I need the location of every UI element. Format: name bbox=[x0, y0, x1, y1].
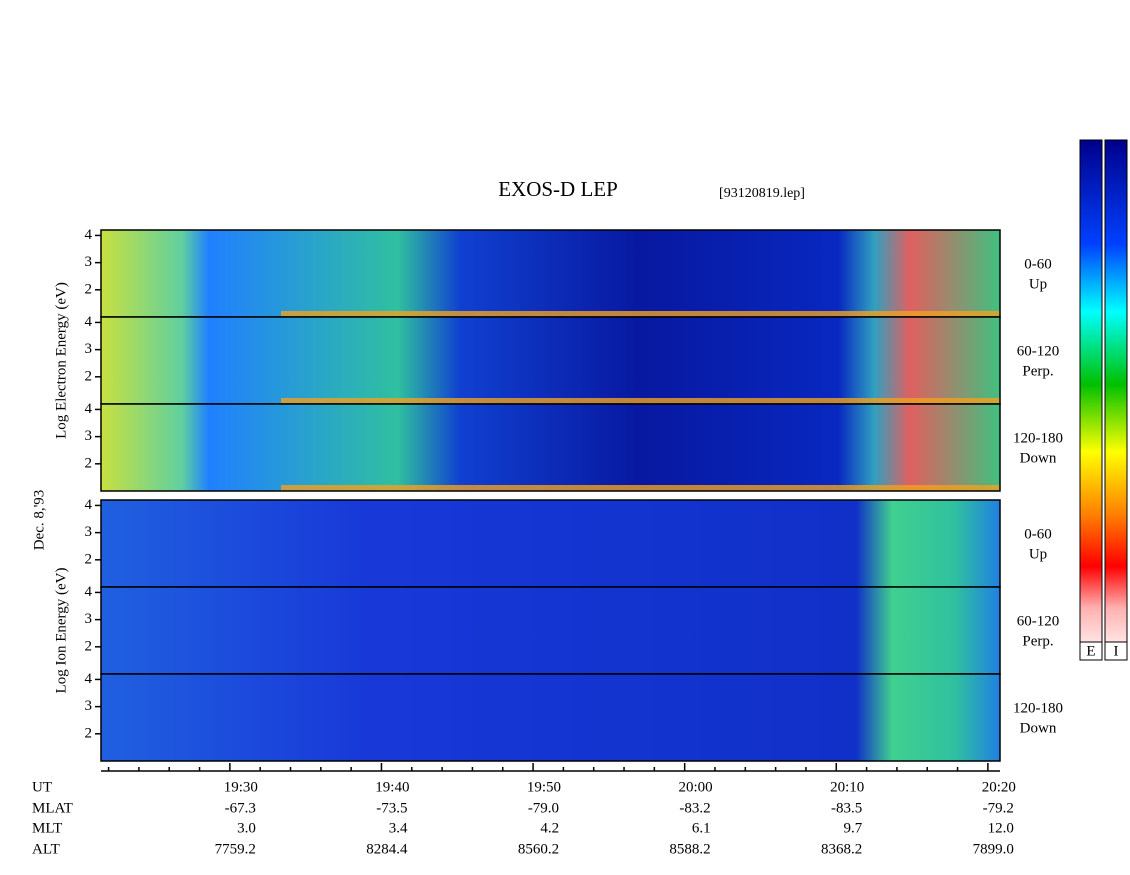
ephemeris-value: 12.0 bbox=[988, 820, 1014, 836]
ephemeris-value: -83.2 bbox=[679, 800, 710, 816]
ephemeris-value: 9.7 bbox=[844, 820, 863, 836]
y-tick-label: 2 bbox=[85, 368, 93, 384]
y-tick-label: 3 bbox=[85, 524, 93, 540]
spectrogram-image bbox=[101, 404, 1000, 491]
x-tick-label: 20:00 bbox=[678, 779, 712, 795]
spectrogram-band bbox=[281, 398, 1000, 404]
ephemeris-value: -67.3 bbox=[225, 800, 256, 816]
ephemeris-name: MLT bbox=[32, 820, 62, 836]
y-tick-label: 2 bbox=[85, 281, 93, 297]
panel-direction: Perp. bbox=[1022, 363, 1053, 379]
spectrogram-image bbox=[101, 317, 1000, 404]
panel-frame bbox=[100, 673, 1001, 762]
y-tick-label: 3 bbox=[85, 428, 93, 444]
y-tick-label: 4 bbox=[85, 497, 93, 513]
ephemeris-value: -83.5 bbox=[831, 800, 862, 816]
y-tick-label: 4 bbox=[85, 401, 93, 417]
colorbar-box bbox=[1079, 641, 1103, 661]
y-tick-label: 3 bbox=[85, 254, 93, 270]
spectrogram-image bbox=[101, 587, 1000, 674]
ephemeris-value: 8368.2 bbox=[821, 841, 862, 857]
spectrogram-band bbox=[281, 311, 1000, 317]
ephemeris-name: ALT bbox=[32, 841, 60, 857]
x-tick-label: 19:40 bbox=[375, 779, 409, 795]
y-tick-label: 3 bbox=[85, 611, 93, 627]
y-tick-label: 3 bbox=[85, 341, 93, 357]
chart-title: EXOS-D LEP bbox=[498, 177, 618, 201]
panel-direction: Up bbox=[1029, 546, 1047, 562]
panel-direction: Down bbox=[1020, 720, 1057, 736]
ephemeris-name: MLAT bbox=[32, 800, 73, 816]
x-tick-label: 20:20 bbox=[982, 779, 1016, 795]
y-axis-label: Log Electron Energy (eV) bbox=[53, 282, 69, 439]
chart-subtitle: [93120819.lep] bbox=[719, 186, 805, 201]
ephemeris-value: 8284.4 bbox=[366, 841, 408, 857]
panel-direction: Perp. bbox=[1022, 633, 1053, 649]
ephemeris-value: -79.0 bbox=[528, 800, 559, 816]
y-tick-label: 2 bbox=[85, 551, 93, 567]
y-tick-label: 2 bbox=[85, 725, 93, 741]
ephemeris-value: 8588.2 bbox=[669, 841, 710, 857]
panel-angle: 60-120 bbox=[1017, 613, 1060, 629]
colorbar bbox=[1104, 139, 1128, 661]
ephemeris-value: -79.2 bbox=[983, 800, 1014, 816]
x-tick-label: 19:30 bbox=[224, 779, 258, 795]
panel-frame bbox=[100, 403, 1001, 492]
panel-angle: 0-60 bbox=[1024, 526, 1052, 542]
spectrogram-image bbox=[101, 230, 1000, 317]
y-tick-label: 3 bbox=[85, 698, 93, 714]
y-tick-label: 2 bbox=[85, 455, 93, 471]
x-tick-label: 19:50 bbox=[527, 779, 561, 795]
panel-angle: 120-180 bbox=[1013, 700, 1063, 716]
y-axis-label: Log Ion Energy (eV) bbox=[53, 568, 69, 694]
panel-angle: 0-60 bbox=[1024, 256, 1052, 272]
x-row-label: UT bbox=[32, 779, 52, 795]
y-tick-label: 2 bbox=[85, 638, 93, 654]
panel-direction: Down bbox=[1020, 450, 1057, 466]
y-tick-label: 4 bbox=[85, 584, 93, 600]
ephemeris-value: 3.4 bbox=[389, 820, 408, 836]
ephemeris-value: -73.5 bbox=[376, 800, 407, 816]
colorbar-label: E bbox=[1086, 643, 1095, 659]
colorbar bbox=[1079, 139, 1103, 661]
y-tick-label: 4 bbox=[85, 227, 93, 243]
ephemeris-value: 7899.0 bbox=[973, 841, 1014, 857]
ephemeris-value: 3.0 bbox=[237, 820, 256, 836]
ephemeris-value: 7759.2 bbox=[215, 841, 256, 857]
ephemeris-value: 8560.2 bbox=[518, 841, 559, 857]
colorbar-box bbox=[1104, 641, 1128, 661]
ephemeris-value: 6.1 bbox=[692, 820, 711, 836]
ephemeris-value: 4.2 bbox=[540, 820, 559, 836]
panel-angle: 60-120 bbox=[1017, 343, 1060, 359]
spectrogram-image bbox=[101, 500, 1000, 587]
y-tick-label: 4 bbox=[85, 314, 93, 330]
spectrogram-band bbox=[281, 485, 1000, 491]
panel-direction: Up bbox=[1029, 276, 1047, 292]
date-label: Dec. 8,'93 bbox=[31, 490, 47, 551]
y-tick-label: 4 bbox=[85, 671, 93, 687]
panel-angle: 120-180 bbox=[1013, 430, 1063, 446]
colorbar-label: I bbox=[1114, 643, 1119, 659]
spectrogram-image bbox=[101, 674, 1000, 761]
x-tick-label: 20:10 bbox=[830, 779, 864, 795]
